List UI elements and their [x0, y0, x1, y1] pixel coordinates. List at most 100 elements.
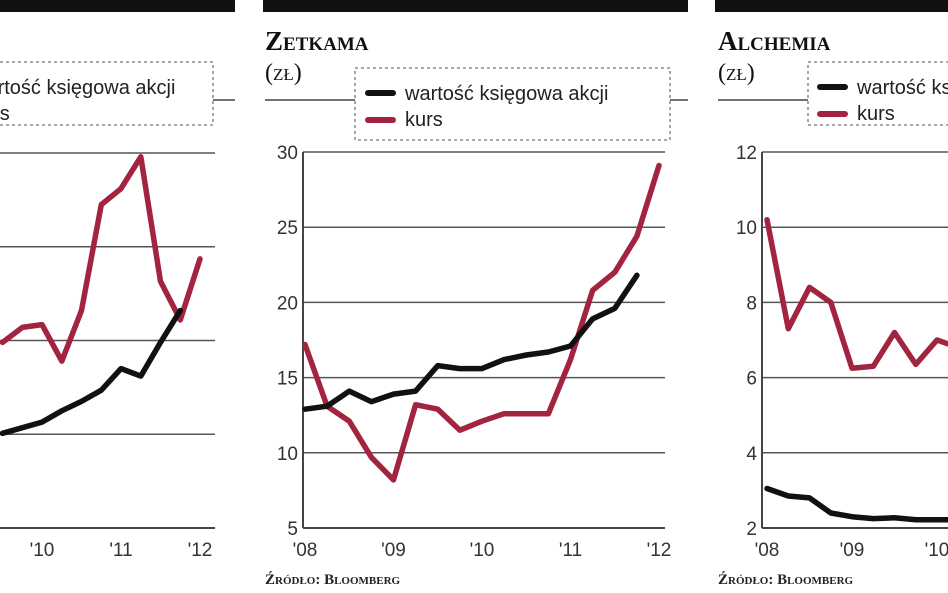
data-point-book [894, 517, 895, 519]
data-point-book [61, 410, 63, 412]
x-tick-label: '08 [755, 540, 780, 561]
data-point-price [915, 363, 917, 365]
data-point-price [766, 219, 768, 221]
x-tick-label: '12 [188, 540, 213, 561]
series-line-book [302, 272, 640, 412]
legend-box [0, 61, 214, 126]
x-tick-label: '11 [109, 540, 132, 561]
x-tick-label: '11 [559, 540, 582, 561]
data-point-price [503, 413, 505, 415]
legend-label-price: kurs [0, 103, 10, 125]
data-point-book [2, 432, 3, 434]
y-tick-label: 12 [736, 143, 757, 164]
data-point-book [481, 368, 483, 370]
chart-title: Alchemia [718, 26, 831, 56]
data-point-price [658, 165, 660, 167]
legend-box [354, 67, 671, 141]
header-bar [263, 0, 688, 12]
data-point-price [140, 156, 142, 158]
data-point-book [851, 516, 853, 518]
y-tick-label: 8 [746, 293, 757, 314]
data-point-book [437, 365, 439, 367]
data-point-price [100, 204, 102, 206]
x-tick-label: '10 [925, 540, 948, 561]
data-point-price [936, 339, 938, 341]
legend-label-book: wartość księgowa akcji [0, 77, 175, 99]
data-point-book [872, 518, 874, 520]
data-point-book [415, 390, 417, 392]
data-point-book [547, 351, 549, 353]
data-point-book [100, 389, 102, 391]
data-point-price [393, 479, 394, 481]
data-point-price [179, 319, 181, 321]
chart-panel-1: wartość księgowa akcji kurs '10 '11 '12 [0, 0, 235, 561]
y-tick-label: 5 [287, 519, 298, 540]
data-point-price [570, 359, 571, 361]
data-point-price [787, 328, 789, 330]
legend: wartość księgowa akcji kurs [807, 61, 948, 126]
data-point-book [936, 519, 938, 521]
data-point-book [179, 310, 181, 311]
data-point-book [636, 274, 638, 276]
legend: wartość księgowa akcji kurs [354, 67, 671, 141]
data-point-price [459, 429, 461, 431]
data-point-price [830, 301, 832, 303]
data-point-price [851, 367, 853, 369]
data-point-price [547, 413, 549, 415]
data-point-book [326, 405, 328, 407]
series-line-price [764, 216, 948, 371]
data-point-price [614, 271, 616, 273]
x-tick-label: '09 [381, 540, 406, 561]
series-line-price [302, 162, 662, 483]
data-point-book [915, 519, 917, 521]
source-note: Źródło: Bloomberg [718, 571, 854, 588]
data-point-price [199, 258, 201, 260]
y-tick-label: 2 [746, 519, 757, 540]
data-point-price [61, 360, 63, 362]
y-tick-label: 6 [746, 369, 757, 390]
data-point-book [614, 307, 616, 309]
data-point-book [459, 368, 461, 370]
x-tick-label: '09 [840, 540, 865, 561]
data-point-book [525, 354, 527, 356]
x-tick-label: '12 [647, 540, 672, 561]
data-point-book [570, 345, 571, 347]
data-point-book [787, 495, 789, 497]
data-point-price [120, 188, 122, 190]
data-point-book [348, 390, 350, 392]
data-point-price [348, 420, 350, 422]
data-point-book [81, 400, 82, 402]
series-line-book [764, 485, 948, 523]
y-tick-label: 4 [746, 444, 757, 465]
y-tick-label: 10 [277, 444, 298, 465]
data-point-price [415, 404, 417, 406]
chart-panel-2: Zetkama (zł) wartość księgowa akcji kurs 5 10… [263, 0, 688, 588]
data-point-price [592, 289, 594, 291]
data-point-price [872, 365, 874, 367]
x-tick-label: '10 [30, 540, 55, 561]
data-point-book [120, 368, 122, 370]
data-point-book [393, 393, 394, 395]
legend-label-price: kurs [405, 109, 443, 131]
unit-label: (zł) [718, 60, 755, 86]
y-tick-label: 30 [277, 143, 298, 164]
data-point-price [160, 280, 161, 282]
header-bar [0, 0, 235, 12]
data-point-price [525, 413, 527, 415]
y-tick-label: 20 [277, 293, 298, 314]
data-point-price [894, 331, 895, 333]
data-point-price [370, 456, 372, 458]
chart-title: Zetkama [265, 26, 369, 56]
chart-panel-3: Alchemia (zł) wartość księgowa akcji kurs 2 4… [715, 0, 948, 588]
data-point-price [437, 408, 439, 410]
data-point-book [304, 408, 306, 410]
data-point-book [41, 421, 43, 423]
legend-label-price: kurs [857, 103, 895, 125]
data-point-price [481, 420, 483, 422]
data-point-price [2, 341, 3, 343]
data-point-book [592, 318, 594, 320]
source-note: Źródło: Bloomberg [265, 571, 401, 588]
y-tick-label: 10 [736, 218, 757, 239]
data-point-book [766, 488, 768, 490]
